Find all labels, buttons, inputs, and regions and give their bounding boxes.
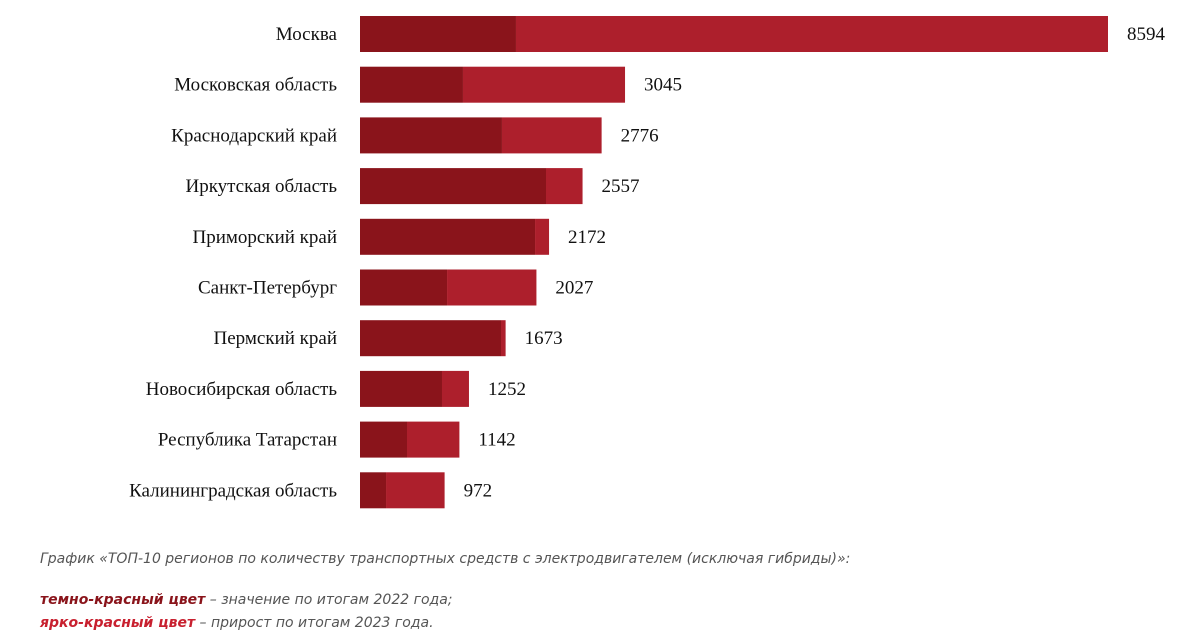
category-label: Иркутская область [185, 176, 337, 197]
chart-caption: График «ТОП-10 регионов по количеству тр… [40, 551, 851, 567]
bar-segment-2022 [360, 320, 502, 357]
legend-text-2023: – прирост по итогам 2023 года. [195, 615, 434, 631]
legend-text-2022: – значение по итогам 2022 года; [205, 592, 453, 608]
bar-segment-2022 [360, 16, 516, 52]
legend-key-2023: ярко-красный цвет [40, 615, 196, 631]
bar-segment-2022 [360, 421, 408, 458]
data-label: 1142 [478, 430, 515, 451]
bar-segment-2023-increase [501, 320, 506, 357]
category-label: Санкт-Петербург [198, 278, 337, 299]
data-label: 2172 [568, 227, 606, 248]
bar-segment-2022 [360, 66, 463, 103]
category-label: Москва [276, 24, 338, 45]
bar-segment-2022 [360, 370, 442, 407]
legend-key-2022: темно-красный цвет [40, 592, 206, 608]
bar-segment-2023-increase [447, 269, 537, 306]
data-label: 3045 [644, 75, 682, 96]
data-label: 972 [464, 480, 493, 501]
data-label: 2027 [555, 278, 593, 299]
bar-segment-2022 [360, 218, 536, 255]
legend-item-2022: темно-красный цвет – значение по итогам … [40, 592, 452, 608]
legend-item-2023: ярко-красный цвет – прирост по итогам 20… [40, 615, 434, 631]
bar-segment-2022 [360, 269, 448, 306]
category-label: Московская область [174, 75, 337, 96]
category-label: Новосибирская область [146, 379, 338, 400]
bar-segment-2023-increase [501, 117, 602, 154]
category-label: Республика Татарстан [158, 430, 337, 451]
bar-segment-2023-increase [462, 66, 626, 103]
data-label: 8594 [1127, 24, 1166, 45]
bar-segment-2023-increase [515, 16, 1108, 52]
data-label: 1673 [525, 328, 563, 349]
category-label: Приморский край [193, 227, 338, 248]
data-label: 2557 [602, 176, 640, 197]
bar-segment-2023-increase [545, 168, 583, 205]
bar-segment-2022 [360, 117, 502, 154]
category-label: Пермский край [214, 328, 337, 349]
data-label: 2776 [621, 125, 659, 146]
category-label: Калининградская область [129, 480, 337, 501]
bar-segment-2023-increase [386, 472, 445, 509]
data-label: 1252 [488, 379, 526, 400]
category-label: Краснодарский край [171, 125, 337, 146]
bar-segment-2023-increase [407, 421, 460, 458]
bar-segment-2022 [360, 168, 546, 205]
bar-segment-2023-increase [441, 370, 469, 407]
bar-segment-2023-increase [535, 218, 550, 255]
bar-segment-2022 [360, 472, 387, 509]
bar-chart: Москва 8594 Московская область 3045 Краснода… [129, 16, 1166, 509]
